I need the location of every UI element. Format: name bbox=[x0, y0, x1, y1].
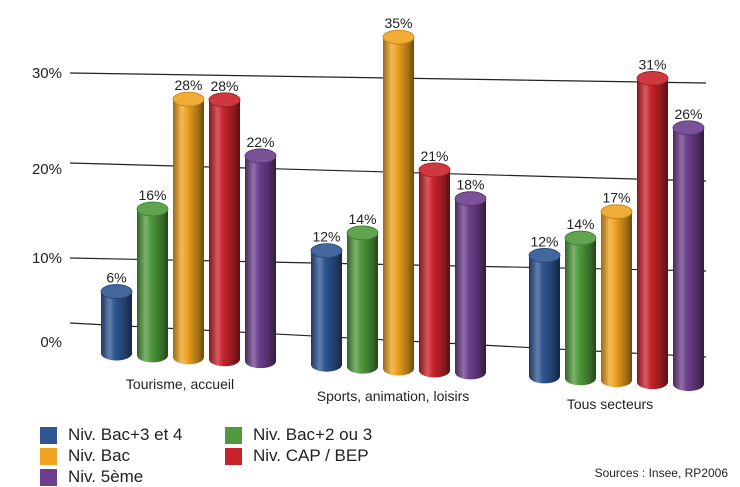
value-label: 18% bbox=[456, 177, 484, 193]
bar bbox=[208, 92, 241, 367]
value-label: 14% bbox=[566, 216, 594, 232]
bar-body bbox=[673, 127, 704, 392]
category-label: Sports, animation, loisirs bbox=[317, 388, 470, 404]
bar-top bbox=[636, 71, 669, 86]
value-label: 28% bbox=[210, 78, 238, 94]
bar-top bbox=[528, 248, 561, 263]
legend-item-5eme: Niv. 5ème bbox=[40, 467, 144, 486]
value-label: 12% bbox=[530, 233, 558, 249]
bar-top bbox=[600, 204, 633, 220]
value-label: 26% bbox=[674, 106, 702, 122]
bar-body bbox=[565, 238, 596, 386]
bar-body bbox=[419, 169, 450, 378]
value-label: 28% bbox=[174, 77, 202, 93]
value-label: 31% bbox=[638, 56, 666, 72]
bar bbox=[636, 71, 669, 390]
bar bbox=[310, 243, 343, 372]
category-label: Tous secteurs bbox=[567, 396, 653, 412]
legend-swatch-bac3-4 bbox=[40, 426, 57, 444]
bar-body bbox=[209, 99, 240, 367]
bar bbox=[600, 204, 633, 388]
legend-label-bac3-4: Niv. Bac+3 et 4 bbox=[68, 425, 183, 444]
legend-label-bac2-3: Niv. Bac+2 ou 3 bbox=[253, 425, 373, 444]
legend-label-cap-bep: Niv. CAP / BEP bbox=[253, 446, 369, 465]
bar-body bbox=[245, 155, 276, 369]
legend-item-bac2-3: Niv. Bac+2 ou 3 bbox=[225, 425, 373, 444]
bar-top bbox=[418, 162, 451, 178]
bar-body bbox=[529, 255, 560, 384]
y-tick-label: 30% bbox=[32, 65, 62, 82]
value-label: 12% bbox=[312, 229, 340, 245]
bar-top bbox=[672, 120, 705, 136]
bar-top bbox=[564, 230, 597, 246]
value-label: 35% bbox=[384, 15, 412, 31]
bar-top bbox=[100, 284, 133, 299]
legend: Niv. Bac+3 et 4 Niv. Bac+2 ou 3 Niv. Bac… bbox=[40, 425, 500, 486]
bar-body bbox=[601, 211, 632, 388]
value-label: 6% bbox=[106, 270, 126, 286]
bar-top bbox=[244, 148, 277, 164]
legend-item-bac3-4: Niv. Bac+3 et 4 bbox=[40, 425, 183, 444]
value-label: 21% bbox=[420, 148, 448, 164]
bar-top bbox=[454, 191, 487, 207]
bar-body bbox=[347, 232, 378, 374]
y-tick-label: 10% bbox=[32, 250, 62, 267]
legend-swatch-cap-bep bbox=[225, 447, 242, 465]
bar-top bbox=[310, 243, 343, 259]
legend-item-cap-bep: Niv. CAP / BEP bbox=[225, 446, 369, 465]
legend-swatch-5eme bbox=[40, 468, 57, 486]
y-tick-label: 0% bbox=[40, 334, 62, 351]
value-label: 16% bbox=[138, 187, 166, 203]
y-tick-label: 20% bbox=[32, 161, 62, 178]
bar bbox=[382, 29, 415, 376]
bar-body bbox=[173, 99, 204, 365]
bar-body bbox=[383, 37, 414, 376]
bar-top bbox=[382, 29, 415, 45]
bar bbox=[528, 248, 561, 384]
bar bbox=[172, 91, 205, 365]
value-label: 17% bbox=[602, 190, 630, 206]
bar-body bbox=[137, 209, 168, 363]
bar bbox=[454, 191, 487, 380]
legend-swatch-bac bbox=[40, 447, 57, 465]
bar bbox=[346, 225, 379, 374]
value-label: 14% bbox=[348, 211, 376, 227]
category-label: Tourisme, accueil bbox=[126, 376, 234, 392]
bar bbox=[136, 201, 169, 363]
bar-top bbox=[136, 201, 169, 217]
bar-body bbox=[101, 291, 132, 361]
bar bbox=[564, 230, 597, 386]
legend-item-bac: Niv. Bac bbox=[40, 446, 131, 465]
value-label: 22% bbox=[246, 134, 274, 150]
bar-top bbox=[346, 225, 379, 241]
bar-top bbox=[172, 91, 205, 107]
legend-swatch-bac2-3 bbox=[225, 426, 242, 444]
bar-body bbox=[455, 198, 486, 380]
bar-body bbox=[311, 250, 342, 372]
bar bbox=[244, 148, 277, 369]
bar-top bbox=[208, 92, 241, 108]
bar bbox=[100, 284, 133, 361]
bar-body bbox=[637, 78, 668, 390]
bar bbox=[672, 120, 705, 392]
bar bbox=[418, 162, 451, 378]
legend-label-5eme: Niv. 5ème bbox=[68, 467, 144, 486]
source-note: Sources : Insee, RP2006 bbox=[594, 466, 728, 480]
legend-label-bac: Niv. Bac bbox=[68, 446, 131, 465]
bars: 6% 16% 28% 28% 22% 12% 14% 35% 21% 18% 12% 14% 17% 31… bbox=[100, 15, 705, 392]
